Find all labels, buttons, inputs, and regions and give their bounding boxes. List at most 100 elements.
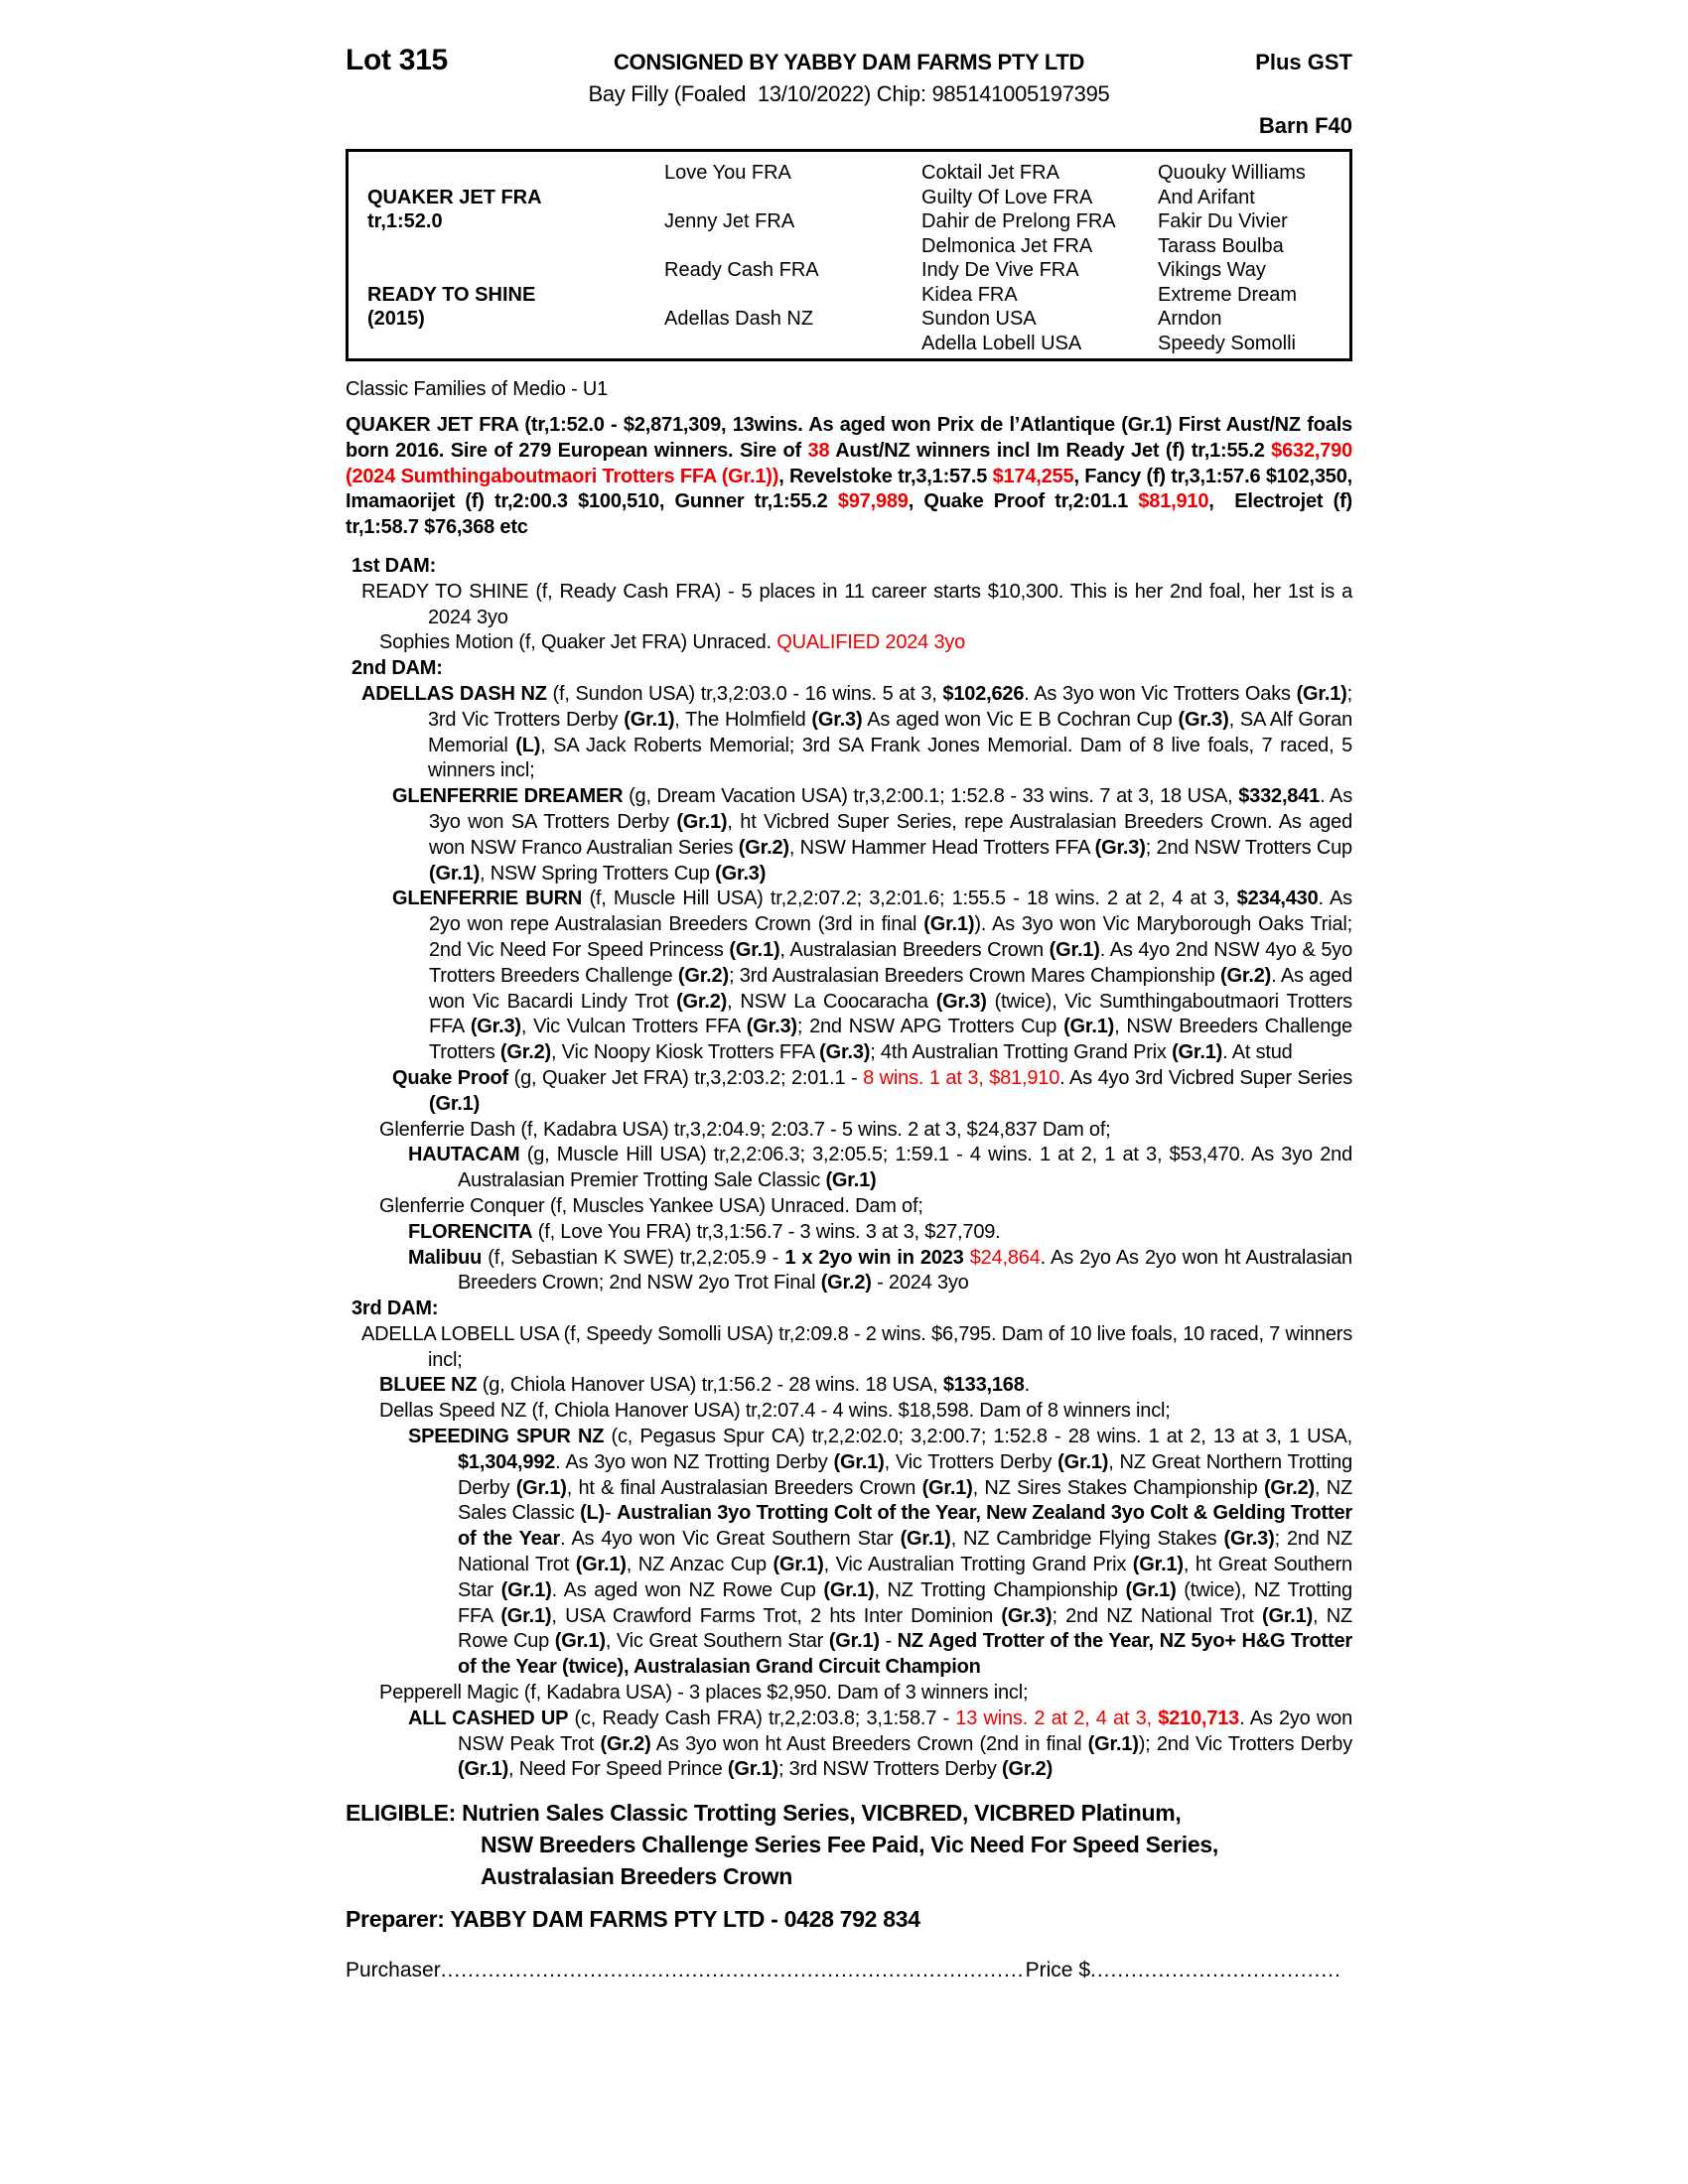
text-segment: (Gr.1) bbox=[1057, 1450, 1109, 1473]
pedigree-ancestor: Dahir de Prelong FRA bbox=[921, 210, 1116, 232]
text-segment: (Gr.3) bbox=[1094, 836, 1146, 859]
text-segment: BLUEE NZ bbox=[379, 1374, 478, 1397]
text-segment: , ht & final Australasian Breeders Crown bbox=[566, 1476, 922, 1499]
text-segment: QUAKER JET FRA (tr,1:52.0 - $2,871,309, … bbox=[346, 414, 1352, 462]
text-segment: (Gr.1) bbox=[624, 708, 675, 731]
text-segment: NZ Aged Trotter of the Year, NZ 5yo+ H&G… bbox=[458, 1630, 1352, 1679]
pedigree-ancestor: Coktail Jet FRA bbox=[921, 162, 1059, 184]
text-segment: $97,989 bbox=[837, 490, 909, 513]
text-segment: 8 wins. 1 at 3, $81,910 bbox=[863, 1066, 1060, 1089]
text-segment: (Gr.1) bbox=[1125, 1578, 1177, 1601]
pedigree-ancestor: Sundon USA bbox=[921, 308, 1037, 330]
text-segment: (Gr.1) bbox=[458, 1758, 509, 1781]
pedigree-entry: Quake Proof (g, Quaker Jet FRA) tr,3,2:0… bbox=[346, 1066, 1352, 1118]
pedigree-entry: HAUTACAM (g, Muscle Hill USA) tr,2,2:06.… bbox=[346, 1143, 1352, 1194]
eligible-line: ELIGIBLE: Nutrien Sales Classic Trotting… bbox=[346, 1800, 1182, 1827]
text-segment: , Vic Trotters Derby bbox=[884, 1450, 1058, 1473]
pedigree-ancestor: Ready Cash FRA bbox=[664, 259, 819, 281]
text-segment: (Gr.1) bbox=[575, 1554, 627, 1576]
text-segment: . As 4yo 2nd NSW 4yo & 5yo Trotters Bree… bbox=[429, 938, 1352, 987]
pedigree-ancestor: Tarass Boulba bbox=[1158, 234, 1284, 257]
text-segment: (Gr.1) bbox=[515, 1476, 567, 1499]
text-segment: (Gr.1) bbox=[500, 1604, 552, 1627]
text-segment: 3rd DAM: bbox=[352, 1297, 439, 1320]
text-segment: . As aged won NZ Rowe Cup bbox=[551, 1578, 824, 1601]
text-segment: , NSW Spring Trotters Cup bbox=[480, 862, 716, 885]
pedigree-entry: GLENFERRIE DREAMER (g, Dream Vacation US… bbox=[346, 784, 1352, 887]
eligible-line: Australasian Breeders Crown bbox=[481, 1863, 793, 1890]
text-segment: (f, Sebastian K SWE) tr,2,2:05.9 - bbox=[482, 1246, 785, 1269]
text-segment: (f, Love You FRA) tr,3,1:56.7 - 3 wins. … bbox=[532, 1220, 1001, 1243]
text-segment: Pepperell Magic (f, Kadabra USA) - 3 pla… bbox=[379, 1682, 1029, 1705]
text-segment: . As 2yo won NSW Peak Trot bbox=[458, 1706, 1353, 1755]
text-segment: (Gr.1) bbox=[1087, 1732, 1139, 1755]
text-segment: , NZ Sales Classic bbox=[458, 1476, 1352, 1525]
text-segment: FLORENCITA bbox=[408, 1220, 533, 1243]
text-segment: (Gr.1) bbox=[429, 1092, 481, 1115]
pedigree-table: QUAKER JET FRA tr,1:52.0 READY TO SHINE … bbox=[346, 149, 1352, 361]
pedigree-ancestor: Extreme Dream bbox=[1158, 283, 1298, 306]
text-segment: (twice), Vic Sumthingaboutmaori Trotters… bbox=[429, 990, 1352, 1038]
purchaser-dotted-line: ........................................… bbox=[440, 1959, 1026, 1982]
text-segment: (Gr.1) bbox=[828, 1630, 880, 1653]
text-segment: , USA Crawford Farms Trot, 2 hts Inter D… bbox=[551, 1604, 1002, 1627]
text-segment: QUALIFIED 2024 3yo bbox=[776, 631, 966, 654]
text-segment: (f, Sundon USA) tr,3,2:03.0 - 16 wins. 5… bbox=[546, 682, 943, 705]
text-segment: (Gr.1) bbox=[1063, 1016, 1115, 1038]
text-segment: (g, Dream Vacation USA) tr,3,2:00.1; 1:5… bbox=[623, 785, 1239, 808]
text-segment: (Gr.3) bbox=[1178, 708, 1229, 731]
text-segment: $174,255 bbox=[992, 465, 1074, 487]
purchaser-row: Purchaser...............................… bbox=[346, 1959, 1338, 1982]
text-segment: Sophies Motion (f, Quaker Jet FRA) Unrac… bbox=[379, 631, 777, 654]
barn-number: Barn F40 bbox=[1258, 113, 1352, 138]
text-segment: . As 3yo won NZ Trotting Derby bbox=[555, 1450, 834, 1473]
lot-number: Lot 315 bbox=[346, 44, 448, 76]
text-segment: 2nd DAM: bbox=[352, 657, 443, 680]
text-segment: As aged won Vic E B Cochran Cup bbox=[862, 708, 1179, 731]
text-segment: (g, Chiola Hanover USA) tr,1:56.2 - 28 w… bbox=[477, 1374, 943, 1397]
text-segment: (Gr.2) bbox=[820, 1272, 872, 1295]
text-segment: (Gr.3) bbox=[470, 1016, 521, 1038]
text-segment: As 3yo won ht Aust Breeders Crown (2nd i… bbox=[650, 1732, 1088, 1755]
text-segment: , Quake Proof tr,2:01.1 bbox=[908, 490, 1139, 513]
text-segment: (Gr.2) bbox=[499, 1041, 551, 1064]
text-segment: (Gr.1) bbox=[825, 1169, 877, 1192]
preparer-line: Preparer: YABBY DAM FARMS PTY LTD - 0428… bbox=[346, 1906, 920, 1933]
text-segment: (f, Muscle Hill USA) tr,2,2:07.2; 3,2:01… bbox=[582, 887, 1237, 910]
text-segment: , NSW Breeders Challenge Trotters bbox=[429, 1016, 1352, 1064]
text-segment: HAUTACAM bbox=[408, 1144, 520, 1166]
text-segment: ; 3rd NSW Trotters Derby bbox=[777, 1758, 1003, 1781]
text-segment: $1,304,992 bbox=[458, 1450, 556, 1473]
text-segment: (Gr.2) bbox=[738, 836, 789, 859]
text-segment: (Gr.1) bbox=[1172, 1041, 1223, 1064]
text-segment: (Gr.3) bbox=[935, 990, 987, 1013]
text-segment: - bbox=[605, 1502, 617, 1525]
text-segment: $133,168 bbox=[942, 1374, 1025, 1397]
text-segment: 38 bbox=[807, 439, 830, 462]
consignor-title: CONSIGNED BY YABBY DAM FARMS PTY LTD bbox=[613, 50, 1085, 74]
text-segment: (L) bbox=[580, 1502, 605, 1525]
text-segment: Dellas Speed NZ (f, Chiola Hanover USA) … bbox=[379, 1400, 1171, 1423]
text-segment: Glenferrie Dash (f, Kadabra USA) tr,3,2:… bbox=[379, 1118, 1111, 1141]
text-segment: (Gr.1) bbox=[727, 1758, 778, 1781]
horse-description: Bay Filly (Foaled 13/10/2022) Chip: 9851… bbox=[588, 81, 1110, 106]
text-segment: ; 2nd NZ National Trot bbox=[458, 1528, 1353, 1576]
text-segment: ; 2nd NZ National Trot bbox=[1052, 1604, 1262, 1627]
pedigree-entry: Malibuu (f, Sebastian K SWE) tr,2,2:05.9… bbox=[346, 1246, 1352, 1297]
text-segment: (Gr.2) bbox=[1002, 1758, 1054, 1781]
pedigree-ancestor: Kidea FRA bbox=[921, 283, 1018, 306]
text-segment: GLENFERRIE BURN bbox=[392, 887, 583, 910]
text-segment: . bbox=[1024, 1374, 1031, 1397]
pedigree-ancestor: Fakir Du Vivier bbox=[1158, 210, 1288, 232]
text-segment: ; 4th Australian Trotting Grand Prix bbox=[870, 1041, 1173, 1064]
text-segment: 1st DAM: bbox=[352, 554, 437, 577]
text-segment: $24,864 bbox=[969, 1246, 1041, 1269]
text-segment: $332,841 bbox=[1238, 785, 1321, 808]
text-segment: (Gr.2) bbox=[1263, 1476, 1315, 1499]
sire-name: QUAKER JET FRA bbox=[367, 186, 542, 208]
pedigree-ancestor: Love You FRA bbox=[664, 162, 791, 184]
text-segment: $234,430 bbox=[1236, 887, 1319, 910]
text-segment: (Gr.2) bbox=[676, 990, 728, 1013]
text-segment: (Gr.1) bbox=[900, 1528, 951, 1551]
